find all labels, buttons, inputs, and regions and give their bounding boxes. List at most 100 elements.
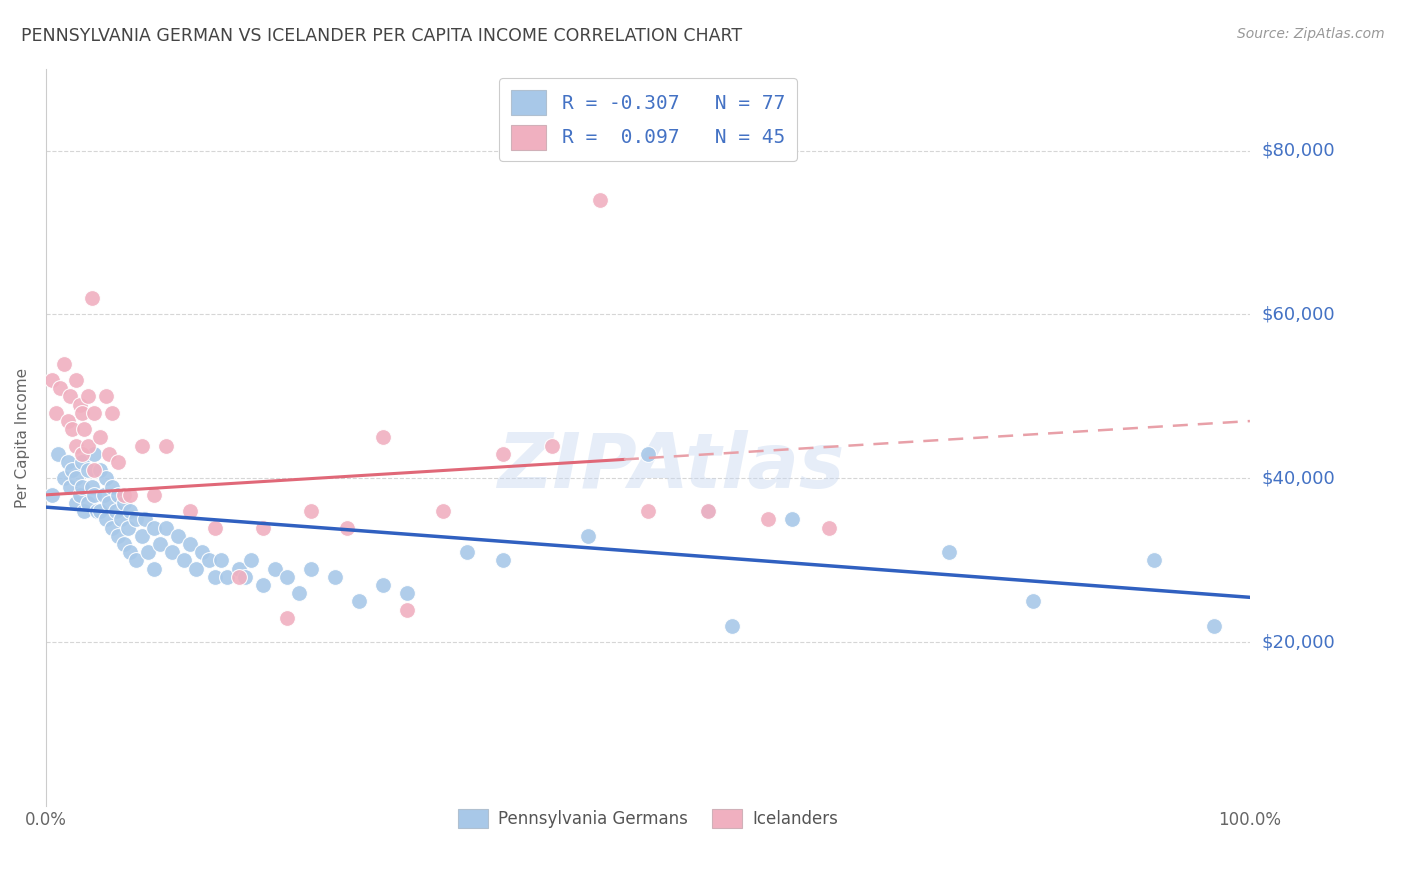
Point xyxy=(162,545,184,559)
Point xyxy=(56,455,79,469)
Point xyxy=(191,545,214,559)
Point xyxy=(179,537,201,551)
Point xyxy=(112,496,135,510)
Point xyxy=(70,447,93,461)
Point xyxy=(263,561,285,575)
Point xyxy=(396,602,419,616)
Point xyxy=(53,471,76,485)
Point xyxy=(89,463,111,477)
Point xyxy=(107,488,129,502)
Point xyxy=(73,504,96,518)
Point xyxy=(53,357,76,371)
Point xyxy=(492,447,515,461)
Point xyxy=(276,570,298,584)
Point xyxy=(101,406,124,420)
Point xyxy=(782,512,804,526)
Point xyxy=(456,545,478,559)
Point xyxy=(252,578,274,592)
Point xyxy=(41,488,63,502)
Point xyxy=(817,521,839,535)
Point xyxy=(228,570,250,584)
Point xyxy=(143,561,166,575)
Point xyxy=(347,594,370,608)
Point xyxy=(228,561,250,575)
Point xyxy=(46,447,69,461)
Point xyxy=(62,463,84,477)
Point xyxy=(179,504,201,518)
Point xyxy=(93,488,115,502)
Point xyxy=(97,447,120,461)
Point xyxy=(721,619,744,633)
Point xyxy=(143,521,166,535)
Legend: Pennsylvania Germans, Icelanders: Pennsylvania Germans, Icelanders xyxy=(451,803,845,835)
Point xyxy=(69,488,91,502)
Point xyxy=(77,389,100,403)
Point xyxy=(131,529,153,543)
Point xyxy=(70,455,93,469)
Text: PENNSYLVANIA GERMAN VS ICELANDER PER CAPITA INCOME CORRELATION CHART: PENNSYLVANIA GERMAN VS ICELANDER PER CAP… xyxy=(21,27,742,45)
Point xyxy=(65,439,87,453)
Point xyxy=(143,488,166,502)
Text: Source: ZipAtlas.com: Source: ZipAtlas.com xyxy=(1237,27,1385,41)
Point xyxy=(756,512,779,526)
Point xyxy=(371,430,394,444)
Point xyxy=(371,578,394,592)
Point xyxy=(80,480,103,494)
Point xyxy=(89,430,111,444)
Point xyxy=(65,373,87,387)
Point xyxy=(134,512,156,526)
Point xyxy=(1022,594,1045,608)
Point xyxy=(276,611,298,625)
Text: $40,000: $40,000 xyxy=(1261,469,1334,487)
Point xyxy=(209,553,232,567)
Point xyxy=(65,496,87,510)
Point xyxy=(204,570,226,584)
Point xyxy=(1142,553,1164,567)
Point xyxy=(77,463,100,477)
Point xyxy=(155,439,177,453)
Point xyxy=(131,439,153,453)
Point xyxy=(83,447,105,461)
Point xyxy=(104,504,127,518)
Point xyxy=(65,471,87,485)
Text: $20,000: $20,000 xyxy=(1261,633,1334,651)
Point xyxy=(89,504,111,518)
Point xyxy=(96,512,118,526)
Point xyxy=(83,463,105,477)
Point xyxy=(173,553,195,567)
Point xyxy=(77,496,100,510)
Point xyxy=(233,570,256,584)
Point xyxy=(299,504,322,518)
Point xyxy=(112,537,135,551)
Point xyxy=(576,529,599,543)
Point xyxy=(167,529,190,543)
Point xyxy=(589,193,612,207)
Point xyxy=(492,553,515,567)
Point xyxy=(637,447,659,461)
Point xyxy=(136,545,159,559)
Point xyxy=(62,422,84,436)
Point xyxy=(83,406,105,420)
Point xyxy=(252,521,274,535)
Point xyxy=(49,381,72,395)
Point xyxy=(197,553,219,567)
Point xyxy=(59,389,82,403)
Point xyxy=(110,512,132,526)
Point xyxy=(697,504,720,518)
Point xyxy=(107,529,129,543)
Point xyxy=(112,488,135,502)
Point xyxy=(149,537,172,551)
Point xyxy=(80,291,103,305)
Point xyxy=(239,553,262,567)
Point xyxy=(432,504,454,518)
Point xyxy=(186,561,208,575)
Point xyxy=(396,586,419,600)
Point xyxy=(96,471,118,485)
Point xyxy=(41,373,63,387)
Point xyxy=(73,422,96,436)
Point xyxy=(77,439,100,453)
Point xyxy=(86,504,108,518)
Point xyxy=(336,521,359,535)
Point xyxy=(117,521,139,535)
Point xyxy=(204,521,226,535)
